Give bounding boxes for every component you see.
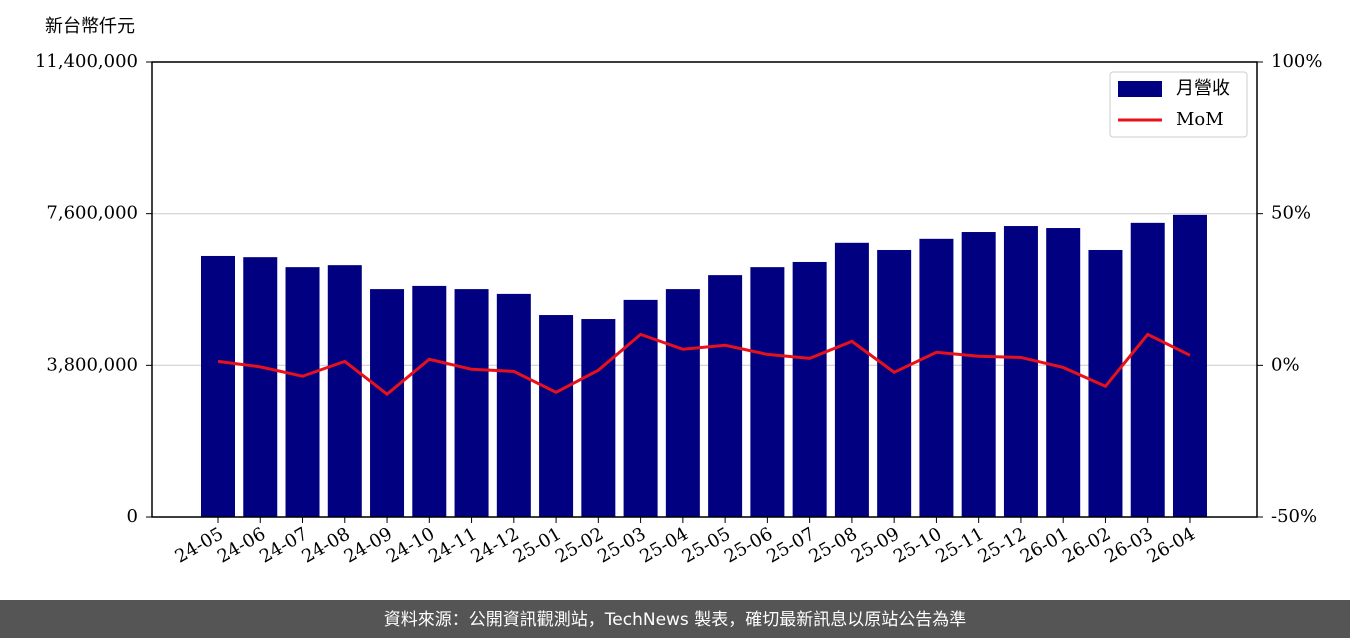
y-tick-label: 0: [127, 506, 138, 527]
bar: [496, 293, 531, 517]
bar: [623, 299, 658, 517]
bar: [539, 315, 574, 517]
bar: [834, 242, 869, 518]
footer-bar: [0, 600, 1350, 638]
bar: [1003, 226, 1038, 517]
bar: [1172, 214, 1207, 518]
y-tick-label: 7,600,000: [46, 203, 138, 224]
legend-swatch: [1118, 81, 1162, 97]
bar: [961, 232, 996, 518]
y-tick-label: 11,400,000: [35, 51, 138, 72]
bar: [412, 285, 447, 517]
plot-frame: [151, 61, 1258, 518]
bar: [285, 267, 320, 517]
bar: [665, 289, 700, 517]
line: [217, 332, 1191, 397]
legend-label: MoM: [1176, 109, 1224, 130]
bar: [1130, 222, 1165, 517]
bar: [243, 257, 278, 517]
bar: [370, 289, 405, 517]
y-axis-label: 新台幣仟元: [45, 16, 135, 37]
y-tick-label: 3,800,000: [46, 354, 138, 375]
y2-tick-label: -50%: [1271, 506, 1317, 527]
bar: [1088, 249, 1123, 517]
bar: [201, 255, 235, 517]
bar: [750, 267, 785, 517]
bar: [877, 249, 912, 517]
bar: [919, 238, 954, 517]
bar: [792, 261, 827, 517]
footer: 資料來源：公開資訊觀測站，TechNews 製表，確切最新訊息以原站公告為準: [384, 610, 966, 630]
y2-tick-label: 100%: [1271, 51, 1322, 72]
y2-tick-label: 50%: [1271, 203, 1311, 224]
y2-tick-label: 0%: [1271, 354, 1300, 375]
legend-label: 月營收: [1176, 78, 1230, 99]
x-tick-label: 26-04: [1144, 523, 1199, 567]
bar: [581, 319, 616, 517]
bar: [708, 275, 743, 517]
bar: [454, 289, 489, 517]
bar: [327, 265, 362, 517]
